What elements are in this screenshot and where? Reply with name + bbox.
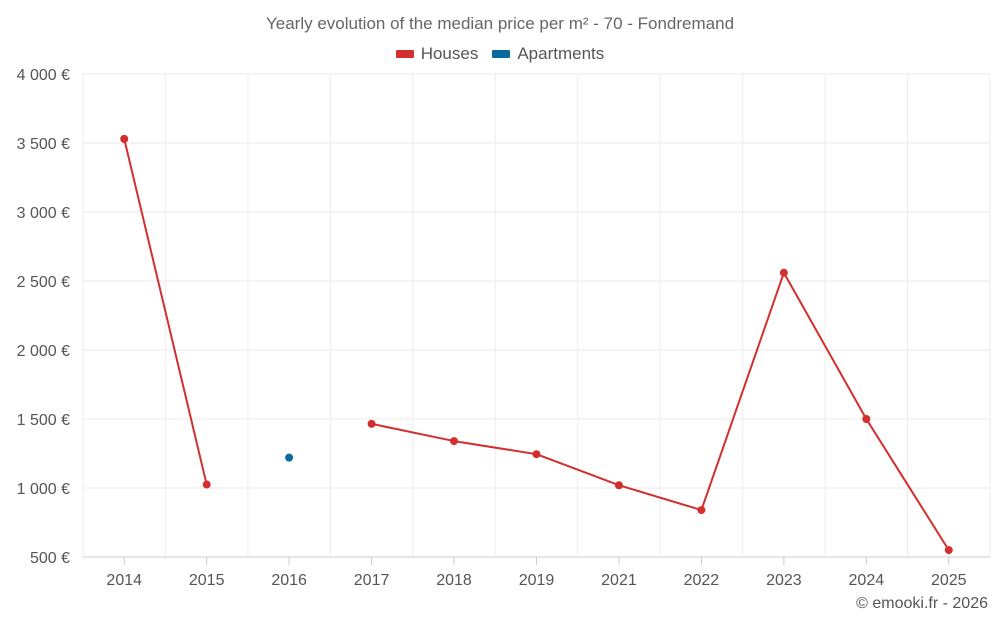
- y-tick-label: 3 500 €: [17, 136, 70, 153]
- chart-legend: Houses Apartments: [0, 44, 1000, 64]
- data-point-houses: [367, 419, 376, 428]
- credit-text: © emooki.fr - 2026: [856, 595, 988, 612]
- x-tick-label: 2022: [684, 572, 720, 589]
- data-point-houses: [862, 415, 871, 423]
- y-tick-label: 2 500 €: [17, 274, 70, 291]
- series-line-houses: [123, 138, 208, 485]
- data-point-houses: [450, 437, 459, 446]
- x-tick-label: 2025: [931, 572, 967, 589]
- data-point-apartments: [285, 453, 294, 462]
- x-tick-label: 2018: [436, 572, 472, 589]
- legend-label-houses: Houses: [420, 44, 479, 63]
- y-tick-label: 4 000 €: [17, 67, 70, 84]
- y-tick-label: 3 000 €: [17, 205, 70, 222]
- data-point-houses: [697, 506, 706, 515]
- x-tick-label: 2024: [849, 572, 885, 589]
- x-tick-label: 2017: [354, 572, 390, 589]
- x-tick-label: 2016: [271, 572, 307, 589]
- legend-swatch-apartments: [492, 50, 511, 58]
- y-tick-label: 1 500 €: [17, 412, 70, 429]
- chart-title: Yearly evolution of the median price per…: [265, 14, 735, 33]
- x-tick-label: 2015: [189, 572, 225, 589]
- y-tick-label: 2 000 €: [17, 343, 70, 360]
- data-point-houses: [944, 546, 953, 555]
- legend-item-apartments[interactable]: Apartments: [492, 44, 604, 64]
- series-line-houses: [371, 271, 950, 551]
- legend-item-houses[interactable]: Houses: [395, 44, 479, 64]
- data-point-houses: [202, 480, 211, 489]
- data-point-houses: [779, 268, 788, 277]
- data-point-houses: [614, 481, 623, 490]
- legend-swatch-houses: [395, 50, 414, 58]
- legend-label-apartments: Apartments: [517, 44, 605, 63]
- y-tick-label: 500 €: [30, 550, 70, 567]
- x-tick-label: 2021: [601, 572, 637, 589]
- data-point-houses: [532, 450, 541, 459]
- x-tick-label: 2014: [106, 572, 142, 589]
- data-point-houses: [120, 134, 129, 143]
- y-tick-label: 1 000 €: [17, 481, 70, 498]
- x-tick-label: 2019: [519, 572, 555, 589]
- x-tick-label: 2023: [766, 572, 802, 589]
